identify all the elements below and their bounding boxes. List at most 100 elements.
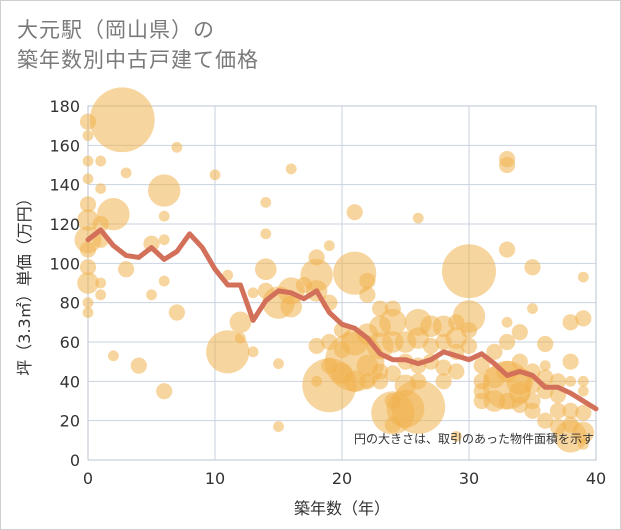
bubble-point <box>511 396 528 414</box>
bubble-point <box>260 228 272 240</box>
x-tick-label: 20 <box>332 469 352 488</box>
bubble-point <box>82 297 94 309</box>
bubble-point <box>247 346 259 358</box>
bubble-point <box>562 353 579 370</box>
bubble-point <box>565 375 576 387</box>
bubble-point <box>156 383 173 400</box>
bubble-point <box>82 155 94 167</box>
bubble-point <box>460 337 478 355</box>
bubble-point <box>97 197 130 231</box>
bubble-point <box>537 412 554 429</box>
bubble-point <box>82 307 94 318</box>
bubble-point <box>118 261 135 278</box>
bubble-point <box>273 421 284 432</box>
bubble-point <box>79 259 97 276</box>
bubble-point <box>562 402 579 419</box>
bubble-point <box>158 275 170 287</box>
bubble-point <box>95 155 107 167</box>
bubble-point <box>511 324 528 341</box>
bubble-point <box>391 379 446 434</box>
bubble-series <box>74 87 595 453</box>
bubble-point <box>577 438 589 450</box>
bubble-point <box>79 196 97 213</box>
bubble-point <box>346 204 363 221</box>
bubble-point <box>254 258 277 281</box>
bubble-point <box>549 402 567 419</box>
bubble-point <box>527 303 538 314</box>
y-tick-label: 80 <box>60 294 80 313</box>
bubble-point <box>359 272 376 290</box>
x-axis-label: 築年数（年） <box>294 499 390 518</box>
bubble-point <box>82 130 94 141</box>
bubble-point <box>442 244 496 299</box>
y-axis-ticks: 0 20 40 60 80 100 120 140 160 180 <box>49 97 80 470</box>
bubble-point <box>372 373 389 390</box>
y-tick-label: 160 <box>49 136 80 155</box>
bubble-point <box>229 311 252 334</box>
bubble-point <box>577 375 589 387</box>
chart-title: 大元駅（岡山県）の 築年数別中古戸建て価格 <box>17 15 259 75</box>
bubble-point <box>422 337 439 355</box>
bubble-point <box>452 300 486 333</box>
bubble-point <box>460 322 478 339</box>
bubble-point <box>499 241 516 258</box>
x-tick-label: 40 <box>586 469 606 488</box>
bubble-point <box>82 173 94 185</box>
x-tick-label: 30 <box>459 469 479 488</box>
bubble-point <box>146 289 157 301</box>
bubble-point <box>209 169 221 181</box>
y-tick-label: 180 <box>49 97 80 116</box>
bubble-point <box>77 272 99 294</box>
bubble-point <box>308 337 325 355</box>
bubble-point <box>343 370 366 393</box>
bubble-point <box>260 196 272 208</box>
bubble-point <box>473 357 490 374</box>
y-tick-label: 0 <box>70 451 80 470</box>
y-tick-label: 100 <box>49 254 80 273</box>
bubble-point <box>95 289 107 301</box>
y-tick-label: 20 <box>60 412 80 431</box>
bubble-point <box>130 357 147 374</box>
bubble-point <box>280 295 303 318</box>
bubble-point <box>524 259 541 276</box>
bubble-point <box>412 212 424 224</box>
y-tick-label: 60 <box>60 333 80 352</box>
bubble-point <box>524 402 541 419</box>
x-axis-ticks: 0 10 20 30 40 <box>83 469 606 488</box>
y-axis-label: 坪（3.3㎡）単価（万円） <box>15 190 34 375</box>
bubble-point <box>300 258 333 292</box>
bubble-point <box>95 277 107 289</box>
bubble-point <box>562 314 579 331</box>
bubble-point <box>273 358 284 370</box>
bubble-point <box>89 87 155 153</box>
bubble-point <box>148 174 181 207</box>
x-tick-label: 0 <box>83 469 93 488</box>
bubble-point <box>450 431 462 442</box>
bubble-point <box>235 332 246 344</box>
bubble-point <box>359 373 376 390</box>
chart-title-line-2: 築年数別中古戸建て価格 <box>17 48 259 72</box>
bubble-point <box>435 359 452 376</box>
bubble-point <box>359 286 376 303</box>
bubble-point <box>448 363 465 380</box>
bubble-point <box>511 353 528 370</box>
y-tick-label: 40 <box>60 372 80 391</box>
bubble-point <box>285 163 297 175</box>
bubble-point <box>158 234 170 246</box>
bubble-point <box>95 183 107 195</box>
bubble-point <box>572 421 595 444</box>
bubble-point <box>158 210 170 222</box>
bubble-point <box>577 385 589 397</box>
trend-series <box>85 227 599 412</box>
bubble-point <box>486 343 503 360</box>
bubble-point <box>323 240 335 252</box>
bubble-point <box>379 308 407 336</box>
bubble-point <box>539 360 551 371</box>
x-tick-label: 10 <box>205 469 225 488</box>
bubble-point <box>499 156 516 174</box>
y-tick-label: 140 <box>49 176 80 195</box>
trend-line <box>85 227 599 412</box>
bubble-point <box>384 365 401 382</box>
y-tick-label: 120 <box>49 215 80 234</box>
